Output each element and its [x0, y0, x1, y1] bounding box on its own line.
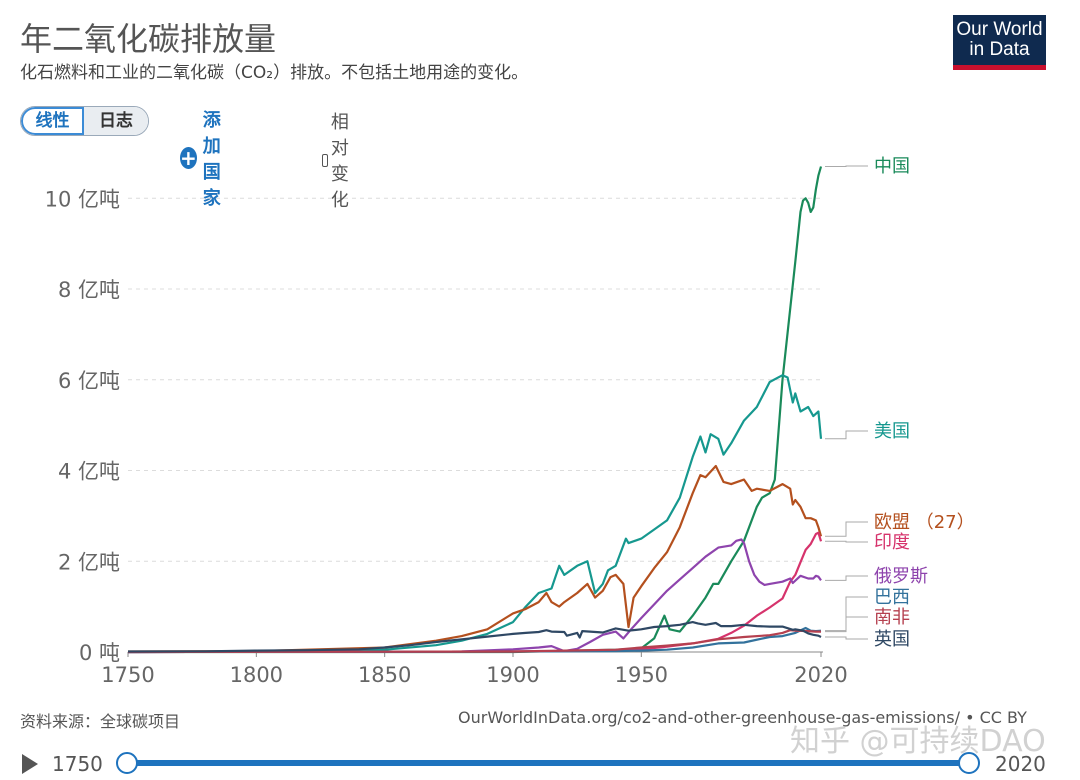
series-line [127, 621, 822, 653]
label-leader [825, 616, 868, 633]
series-label: 南非 [874, 607, 910, 628]
series-label: 欧盟 （27） [874, 512, 975, 533]
source-url[interactable]: OurWorldInData.org/co2-and-other-greenho… [458, 708, 1027, 727]
y-tick-label: 0 吨 [79, 641, 120, 665]
logo-bar [953, 65, 1046, 70]
plus-icon: + [180, 146, 197, 170]
y-tick-label: 6 亿吨 [58, 369, 120, 393]
owid-logo[interactable]: Our World in Data [953, 15, 1046, 70]
relative-change-checkbox[interactable]: 相对变化 [322, 108, 356, 212]
label-leader [825, 430, 868, 440]
series-line [127, 626, 822, 654]
label-leader [825, 521, 868, 537]
series-line [127, 374, 823, 654]
play-icon[interactable] [22, 754, 38, 774]
x-tick-label: 1900 [486, 663, 539, 687]
x-tick-label: 1750 [101, 663, 154, 687]
series-label: 美国 [874, 421, 910, 442]
series-label: 印度 [874, 532, 910, 553]
label-leader [825, 540, 868, 543]
x-axis-ticks: 1750 1800 1850 1900 1950 2020 [101, 652, 848, 687]
timeline-end-handle[interactable] [958, 752, 980, 774]
series-label: 中国 [874, 156, 910, 177]
timeline-start-handle[interactable] [116, 752, 138, 774]
x-tick-label: 2020 [794, 663, 847, 687]
label-leader [825, 636, 868, 640]
chart-subtitle: 化石燃料和工业的二氧化碳（CO₂）排放。不包括土地用途的变化。 [20, 63, 529, 83]
y-axis-ticks: 0 吨 2 亿吨 4 亿吨 6 亿吨 8 亿吨 10 亿吨 [45, 187, 120, 665]
linear-scale-button[interactable]: 线性 [21, 107, 84, 135]
series-label: 英国 [874, 629, 910, 650]
source-note: 资料来源：全球碳项目 [20, 712, 181, 731]
y-tick-label: 10 亿吨 [45, 187, 120, 211]
series-line [127, 531, 823, 654]
label-leader [825, 165, 868, 168]
timeline-slider[interactable]: 1750 2020 [0, 748, 1080, 780]
logo-line2: in Data [969, 39, 1030, 60]
series-line [128, 166, 823, 654]
add-country-button[interactable]: + 添加国家 [180, 106, 226, 210]
scale-toggle: 线性 日志 [20, 106, 149, 136]
x-tick-label: 1800 [230, 663, 283, 687]
log-scale-button[interactable]: 日志 [84, 107, 148, 135]
relative-change-label: 相对变化 [330, 112, 349, 211]
label-leader [825, 596, 868, 632]
series-line [127, 464, 823, 653]
series-label: 俄罗斯 [874, 566, 928, 587]
x-tick-label: 1850 [358, 663, 411, 687]
add-country-label: 添加国家 [202, 110, 221, 209]
label-leader [825, 575, 868, 581]
timeline-start-label: 1750 [52, 752, 103, 776]
watermark: 知乎 @可持续DAO [790, 724, 1046, 759]
checkbox-icon [322, 153, 328, 167]
y-tick-label: 4 亿吨 [58, 460, 120, 484]
chart-title: 年二氧化碳排放量 [20, 20, 277, 58]
series-line [127, 538, 822, 654]
series-label: 巴西 [874, 587, 910, 608]
grid-lines [128, 197, 823, 653]
x-tick-label: 1950 [615, 663, 668, 687]
timeline-track[interactable] [127, 760, 969, 766]
line-chart: 0 吨 2 亿吨 4 亿吨 6 亿吨 8 亿吨 10 亿吨 1750 1800 1850 190… [45, 156, 975, 687]
series-lines [127, 166, 823, 654]
timeline-end-label: 2020 [995, 752, 1046, 776]
logo-line1: Our World [956, 19, 1043, 40]
y-tick-label: 2 亿吨 [58, 550, 120, 574]
y-tick-label: 8 亿吨 [58, 278, 120, 302]
